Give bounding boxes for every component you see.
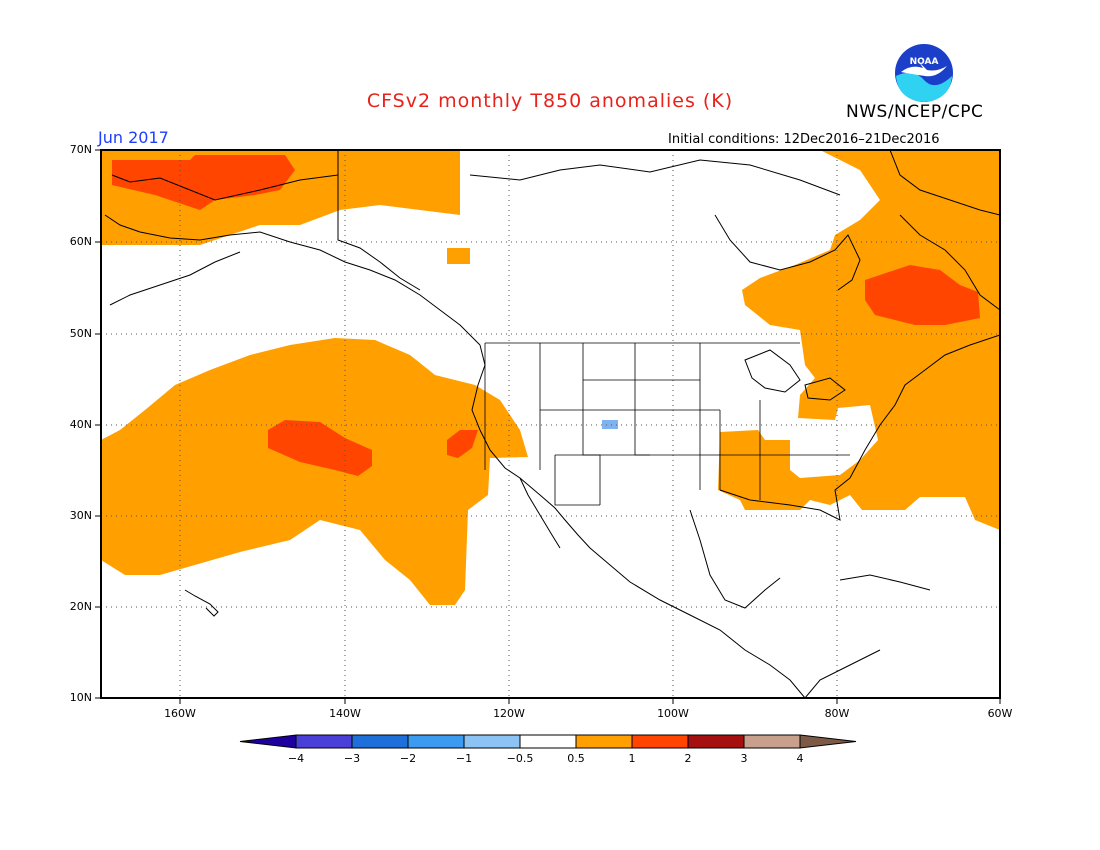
lat-label: 10N [69,691,92,704]
anomaly-patch-bc [447,248,470,264]
lat-label: 20N [69,600,92,613]
anomaly-patch-negative [602,420,618,429]
borders [484,342,850,506]
noaa-logo: NOAA [895,44,953,102]
lat-label: 30N [69,509,92,522]
svg-text:NOAA: NOAA [910,57,939,67]
anomaly-region-pacific [101,338,528,605]
anomaly-region-pacific-strong [268,420,372,476]
lat-label: 50N [69,327,92,340]
anomaly-region-east-strong [865,265,980,325]
colorbar-label: 0.5 [567,752,585,765]
lon-label: 140W [329,707,361,720]
lat-label: 70N [69,143,92,156]
lon-label: 60W [987,707,1013,720]
colorbar-label: −2 [399,752,417,765]
forecast-period: Jun 2017 [98,128,169,147]
colorbar-label: −1 [455,752,473,765]
coastlines [104,150,1000,698]
colorbar-label: 2 [684,752,692,765]
lon-label: 160W [164,707,196,720]
colorbar-label: −3 [343,752,361,765]
agency-label: NWS/NCEP/CPC [846,102,984,122]
anomaly-region-california-strong [447,430,478,458]
initial-conditions: Initial conditions: 12Dec2016–21Dec2016 [668,132,940,147]
colorbar-label: 4 [796,752,804,765]
lat-label: 40N [69,418,92,431]
colorbar-label: 1 [628,752,636,765]
colorbar-label: −4 [287,752,305,765]
map-title: CFSv2 monthly T850 anomalies (K) [366,90,734,112]
lon-label: 100W [657,707,689,720]
map-frame [100,149,1001,699]
colorbar-label: 3 [740,752,748,765]
axis-ticks [95,149,1001,704]
lat-label: 60N [69,235,92,248]
colorbar-label: −0.5 [506,752,534,765]
lon-label: 120W [493,707,525,720]
anomaly-region-alaska-strong [112,155,295,210]
lon-label: 80W [824,707,850,720]
anomaly-region-east [718,150,1000,530]
